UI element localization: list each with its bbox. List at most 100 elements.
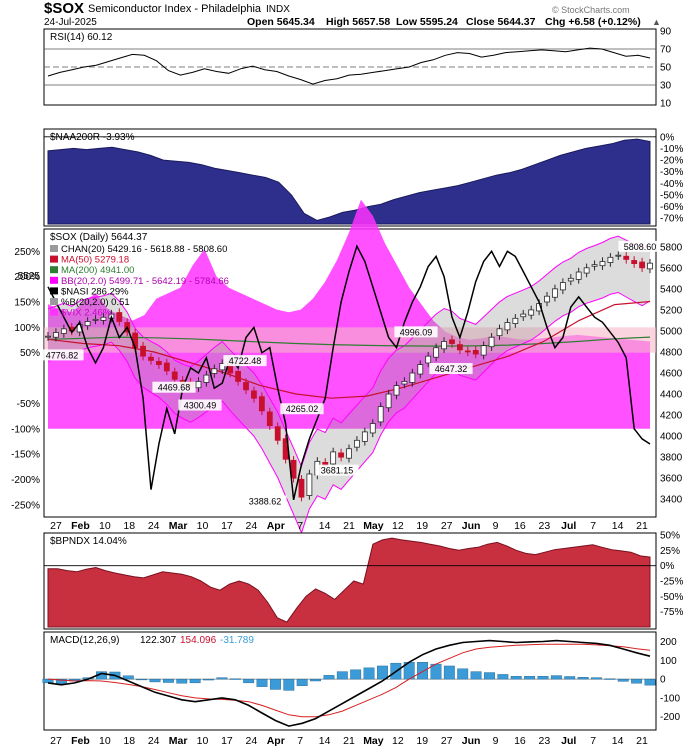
- naa200r-tick-label: 0%: [660, 132, 675, 143]
- naa200r-tick-label: -60%: [660, 202, 683, 213]
- annotation-box: [40, 349, 84, 361]
- bpndx-tick-label: 50%: [660, 531, 680, 542]
- bpndx-tick-label: -75%: [660, 607, 683, 618]
- legend-swatch: [50, 255, 58, 263]
- price-candle: [480, 345, 487, 356]
- bollinger-upper-line: [47, 235, 651, 468]
- price-left-tick: 250%: [14, 247, 40, 258]
- price-right-tick: 3400: [660, 495, 683, 506]
- annotation-box: [243, 495, 287, 507]
- macd-histogram-bar: [577, 677, 589, 680]
- price-candle: [583, 267, 590, 274]
- price-right-tick: 4600: [660, 369, 683, 380]
- price-candle: [251, 390, 257, 399]
- price-left-tick: 200%: [14, 272, 40, 283]
- price-right-tick: 5800: [660, 242, 683, 253]
- macd-tick-label: 100: [660, 656, 677, 667]
- x-axis-label: 21: [636, 520, 648, 532]
- price-candle: [298, 478, 305, 498]
- price-candle: [330, 451, 337, 465]
- x-axis-label: Jun: [462, 735, 481, 747]
- price-candle: [441, 341, 447, 350]
- macd-histogram-bar: [417, 662, 429, 680]
- price-candle: [544, 295, 550, 303]
- chart-header: $SOX Semiconductor Index - Philadelphia …: [44, 0, 661, 28]
- x-axis-label: 27: [50, 735, 62, 747]
- macd-hist-value: -31.789: [220, 635, 254, 646]
- price-candle: [45, 335, 51, 338]
- legend-entry: %B(20,2.0) 0.51: [61, 297, 130, 308]
- price-candle: [361, 431, 368, 442]
- rsi-tick-label: 50: [660, 63, 672, 74]
- naa200r-title: $NAA200R -3.93%: [50, 132, 135, 143]
- x-axis-label: Jun: [462, 520, 481, 532]
- price-candle: [84, 321, 91, 327]
- price-annotation: 3388.62: [249, 496, 282, 506]
- annotation-box: [152, 381, 196, 393]
- x-axis-label: 17: [221, 735, 233, 747]
- price-annotation: 5808.60: [624, 242, 657, 252]
- naa200r-tick-label: -10%: [660, 144, 683, 155]
- macd-histogram-bar: [162, 678, 174, 683]
- watermark: © StockCharts.com: [552, 5, 630, 15]
- legend-swatch: [50, 276, 58, 284]
- x-axis-label: 19: [416, 735, 428, 747]
- price-candle: [559, 282, 566, 291]
- x-axis-label: Mar: [169, 520, 188, 532]
- x-axis-label: 16: [514, 520, 526, 532]
- naa200r-tick-label: -70%: [660, 214, 683, 225]
- macd-histogram-bar: [604, 678, 616, 680]
- price-annotation: 4300.49: [184, 401, 217, 411]
- price-candle: [100, 316, 107, 321]
- price-candle: [53, 332, 59, 338]
- price-candle: [243, 382, 249, 391]
- macd-tick-label: -100: [660, 693, 680, 704]
- exchange: INDX: [266, 4, 290, 15]
- price-candle: [132, 332, 139, 349]
- x-axis-label: 27: [50, 520, 62, 532]
- macd-histogram-bar: [203, 678, 214, 681]
- price-candle: [274, 426, 281, 441]
- legend-entry: BB(20,2.0) 5499.71 - 5642.19 - 5784.66: [61, 276, 229, 287]
- naa200r-tick-label: -50%: [660, 190, 683, 201]
- price-left-tick: 100%: [14, 323, 40, 334]
- price-candle: [631, 260, 638, 265]
- price-left-tick: 150%: [14, 298, 40, 309]
- macd-histogram-bar: [537, 676, 549, 680]
- price-candle: [219, 363, 226, 371]
- macd-histogram-bar: [631, 678, 643, 684]
- x-axis-label: 10: [197, 520, 209, 532]
- x-axis-label: 21: [343, 520, 355, 532]
- ma50-line: [47, 300, 651, 399]
- bpndx-tick-label: -25%: [660, 577, 683, 588]
- price-candle: [472, 349, 479, 355]
- x-axis-label: May: [363, 520, 384, 532]
- legend-swatch: [50, 287, 58, 295]
- price-candle: [425, 355, 432, 364]
- x-axis-label: 7: [590, 520, 596, 532]
- macd-histogram-bar: [243, 678, 255, 684]
- price-candle: [140, 345, 146, 357]
- legend-swatch: [50, 298, 58, 305]
- annotation-box: [280, 403, 324, 415]
- rsi-tick-label: 70: [660, 45, 672, 56]
- macd-histogram-bar: [550, 675, 562, 680]
- legend-entry: $VIX 2.46%: [61, 308, 112, 319]
- x-axis-label: Jul: [561, 735, 576, 747]
- price-candle: [155, 361, 162, 365]
- macd-histogram-bar: [524, 676, 536, 680]
- macd-signal-line: [47, 643, 651, 718]
- price-candle: [449, 339, 455, 344]
- x-axis-label: 14: [612, 735, 624, 747]
- price-candle: [575, 271, 582, 280]
- macd-histogram-bar: [136, 678, 148, 681]
- x-axis-label: 18: [123, 735, 135, 747]
- price-annotation: 4776.82: [46, 350, 79, 360]
- price-candle: [116, 312, 123, 322]
- x-axis-label: Feb: [71, 735, 90, 747]
- price-annotation: 4265.02: [286, 404, 319, 414]
- price-candle: [488, 336, 495, 348]
- macd-histogram-bar: [283, 678, 295, 691]
- x-axis-label: 14: [319, 520, 331, 532]
- price-candle: [409, 372, 416, 383]
